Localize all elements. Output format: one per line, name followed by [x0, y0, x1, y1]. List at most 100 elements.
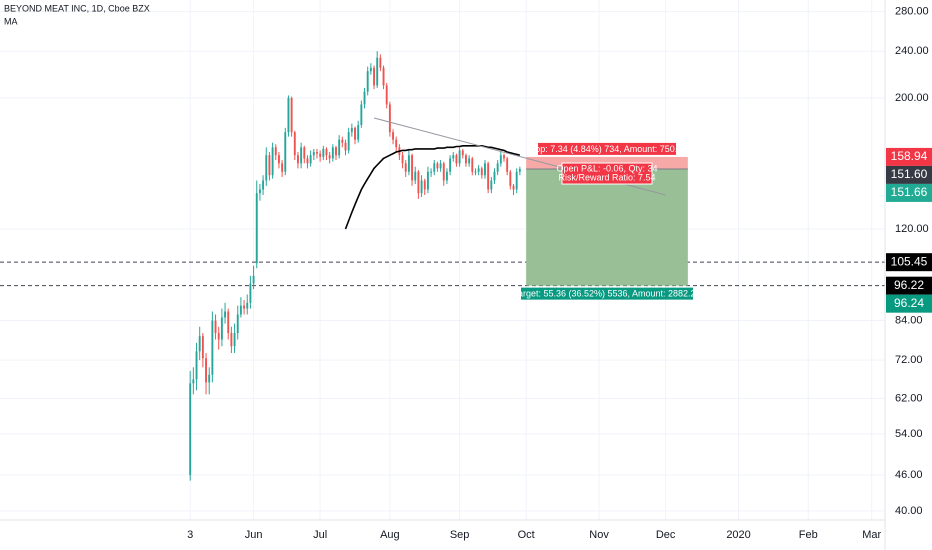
candle-body [277, 155, 280, 164]
candle-body [366, 71, 369, 92]
candle-body [255, 193, 258, 264]
candle-body [192, 379, 195, 384]
ratio-label: Risk/Reward Ratio: 7.54 [558, 172, 655, 182]
y-tick-label: 280.00 [895, 6, 929, 18]
candle-body [316, 152, 318, 154]
candle-body [328, 155, 331, 159]
candle-body [201, 336, 204, 359]
x-tick-label: Jun [245, 529, 263, 541]
candle-body [319, 153, 322, 157]
price-label: 158.94 [891, 149, 928, 163]
candle-body [354, 127, 356, 140]
candle-body [297, 155, 299, 164]
candle-body [252, 275, 255, 284]
price-label: 151.66 [891, 185, 928, 199]
candle-body [309, 155, 312, 164]
x-tick-label: 2020 [726, 529, 750, 541]
price-label-box [886, 147, 932, 166]
candle-body [407, 155, 410, 172]
candle-body [518, 169, 521, 172]
candle-body [195, 351, 198, 380]
candle-body [290, 97, 293, 133]
candle-body [376, 57, 379, 86]
candle-body [436, 163, 439, 169]
candle-body [325, 148, 328, 156]
candle-body [284, 132, 287, 172]
candle-body [303, 147, 306, 159]
x-tick-label: Jul [313, 529, 327, 541]
price-label-box [886, 183, 932, 202]
y-tick-label: 120.00 [895, 223, 929, 235]
x-tick-label: Mar [862, 529, 881, 541]
candle-body [455, 155, 458, 164]
candle-body [312, 152, 315, 156]
candle-body [287, 97, 290, 133]
y-tick-label: 240.00 [895, 45, 929, 57]
candle-body [496, 163, 499, 172]
candle-body [493, 171, 496, 181]
candle-body [230, 333, 233, 347]
y-tick-label: 84.00 [895, 314, 923, 326]
candle-body [420, 180, 423, 194]
candle-body [388, 104, 391, 133]
candle-body [439, 163, 442, 169]
candle-body [442, 163, 445, 181]
price-label: 105.45 [891, 254, 928, 268]
x-tick-label: Feb [799, 529, 818, 541]
candle-body [335, 147, 337, 156]
candle-body [490, 180, 493, 190]
y-tick-label: 46.00 [895, 469, 923, 481]
candle-body [414, 171, 417, 181]
candle-body [341, 139, 344, 143]
target-zone [526, 169, 688, 286]
candle-body [379, 57, 382, 68]
candle-body [445, 171, 448, 181]
candle-body [246, 302, 249, 309]
candle-body [417, 171, 420, 194]
candle-body [480, 168, 483, 176]
candle-body [503, 155, 505, 159]
stop-label: Stop: 7.34 (4.84%) 734, Amount: 750.44 [527, 144, 688, 154]
pnl-label: Open P&L: -0.06, Qty: 34 [556, 163, 657, 173]
candle-body [458, 150, 461, 164]
plot: Stop: 7.34 (4.84%) 734, Amount: 750.44 Op… [0, 51, 885, 481]
candle-body [239, 305, 242, 315]
y-tick-label: 72.00 [895, 354, 923, 366]
candle-body [281, 163, 284, 172]
candle-body [189, 383, 192, 476]
candle-body [322, 148, 325, 157]
x-tick-label: Oct [518, 529, 535, 541]
candle-body [477, 168, 480, 172]
candle-body [360, 104, 363, 125]
candle-body [347, 132, 350, 151]
x-tick-label: Sep [450, 529, 470, 541]
candle-body [265, 155, 268, 181]
candle-body [433, 163, 436, 172]
candle-body [392, 132, 395, 140]
price-label-box [886, 165, 932, 184]
candle-body [484, 163, 486, 176]
candle-body [515, 171, 518, 190]
candle-body [236, 314, 239, 334]
candle-body [350, 127, 353, 133]
axis: 40.00 46.00 54.00 62.00 72.00 84.00 120.00 200.… [187, 6, 932, 541]
candle-body [211, 320, 214, 375]
candle-body [271, 147, 274, 176]
candle-body [395, 139, 398, 148]
candle-body [363, 91, 366, 105]
candle-body [243, 305, 246, 309]
candle-body [411, 155, 414, 181]
candle-body [474, 171, 477, 173]
candle-body [506, 158, 509, 172]
candle-body [461, 150, 464, 156]
price-label: 96.24 [894, 296, 924, 310]
candle-body [220, 317, 223, 340]
moving-average [344, 145, 520, 230]
y-tick-label: 200.00 [895, 92, 929, 104]
candle-body [452, 155, 455, 159]
candle-body [487, 163, 490, 190]
price-label-box [886, 253, 932, 272]
candle-body [465, 155, 467, 164]
stop-label-box [538, 142, 677, 155]
